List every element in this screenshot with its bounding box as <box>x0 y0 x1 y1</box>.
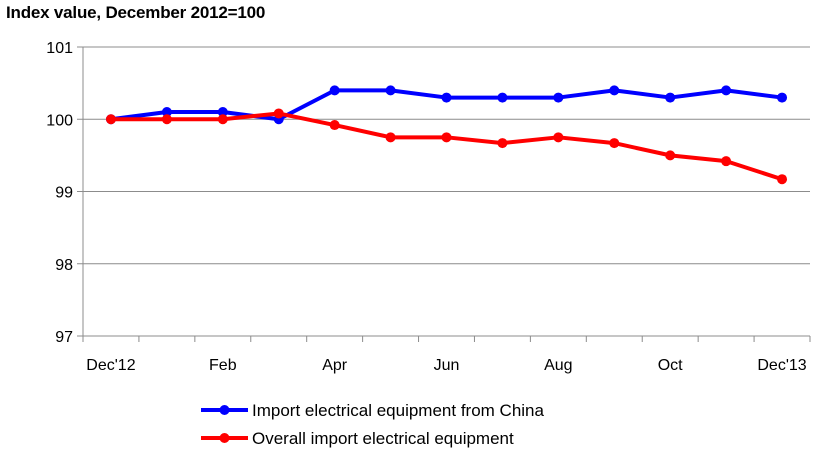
x-tick-label: Oct <box>658 357 683 374</box>
data-point <box>385 132 396 143</box>
axes <box>77 46 811 342</box>
data-point <box>777 92 788 103</box>
data-point <box>721 85 732 96</box>
legend-entry: Overall import electrical equipment <box>201 429 514 448</box>
y-tick-labels: 97 98 99 100 101 <box>46 40 73 346</box>
data-point <box>329 85 340 96</box>
data-point <box>217 107 228 118</box>
legend: Import electrical equipment from China Ov… <box>201 401 545 448</box>
x-tick-label: Feb <box>209 357 237 374</box>
gridlines <box>83 46 810 265</box>
x-tick-label: Dec'12 <box>86 357 135 374</box>
data-point <box>497 138 508 149</box>
x-tick-labels: Dec'12 Feb Apr Jun Aug Oct Dec'13 <box>86 357 806 374</box>
x-tick-label: Dec'13 <box>757 357 806 374</box>
data-point <box>273 108 284 119</box>
x-tick-label: Apr <box>322 357 348 374</box>
legend-entry: Import electrical equipment from China <box>201 401 545 420</box>
data-point <box>161 107 172 118</box>
legend-label: Overall import electrical equipment <box>252 429 514 448</box>
data-point <box>329 120 340 131</box>
data-point <box>609 85 620 96</box>
data-point <box>777 174 788 185</box>
data-point <box>105 114 116 125</box>
data-point <box>665 150 676 161</box>
data-point <box>553 132 564 143</box>
data-point <box>721 156 732 167</box>
data-point <box>609 138 620 149</box>
data-point <box>441 92 452 103</box>
data-point <box>385 85 396 96</box>
data-point <box>161 114 172 125</box>
chart-title: Index value, December 2012=100 <box>6 3 266 22</box>
x-tick-label: Jun <box>434 357 460 374</box>
data-point <box>553 92 564 103</box>
data-point <box>441 132 452 143</box>
y-tick-label: 98 <box>55 257 73 274</box>
y-tick-label: 97 <box>55 329 73 346</box>
data-point <box>497 92 508 103</box>
y-tick-label: 99 <box>55 185 73 202</box>
legend-swatch-marker <box>219 405 230 415</box>
series-group <box>105 85 788 185</box>
y-tick-label: 101 <box>46 40 73 57</box>
series-line <box>110 111 783 182</box>
data-point <box>665 92 676 103</box>
y-tick-label: 100 <box>46 112 73 129</box>
x-tick-label: Aug <box>544 357 572 374</box>
data-point <box>217 114 228 125</box>
legend-swatch-marker <box>219 433 230 443</box>
series-2 <box>105 108 788 185</box>
legend-label: Import electrical equipment from China <box>252 401 545 420</box>
